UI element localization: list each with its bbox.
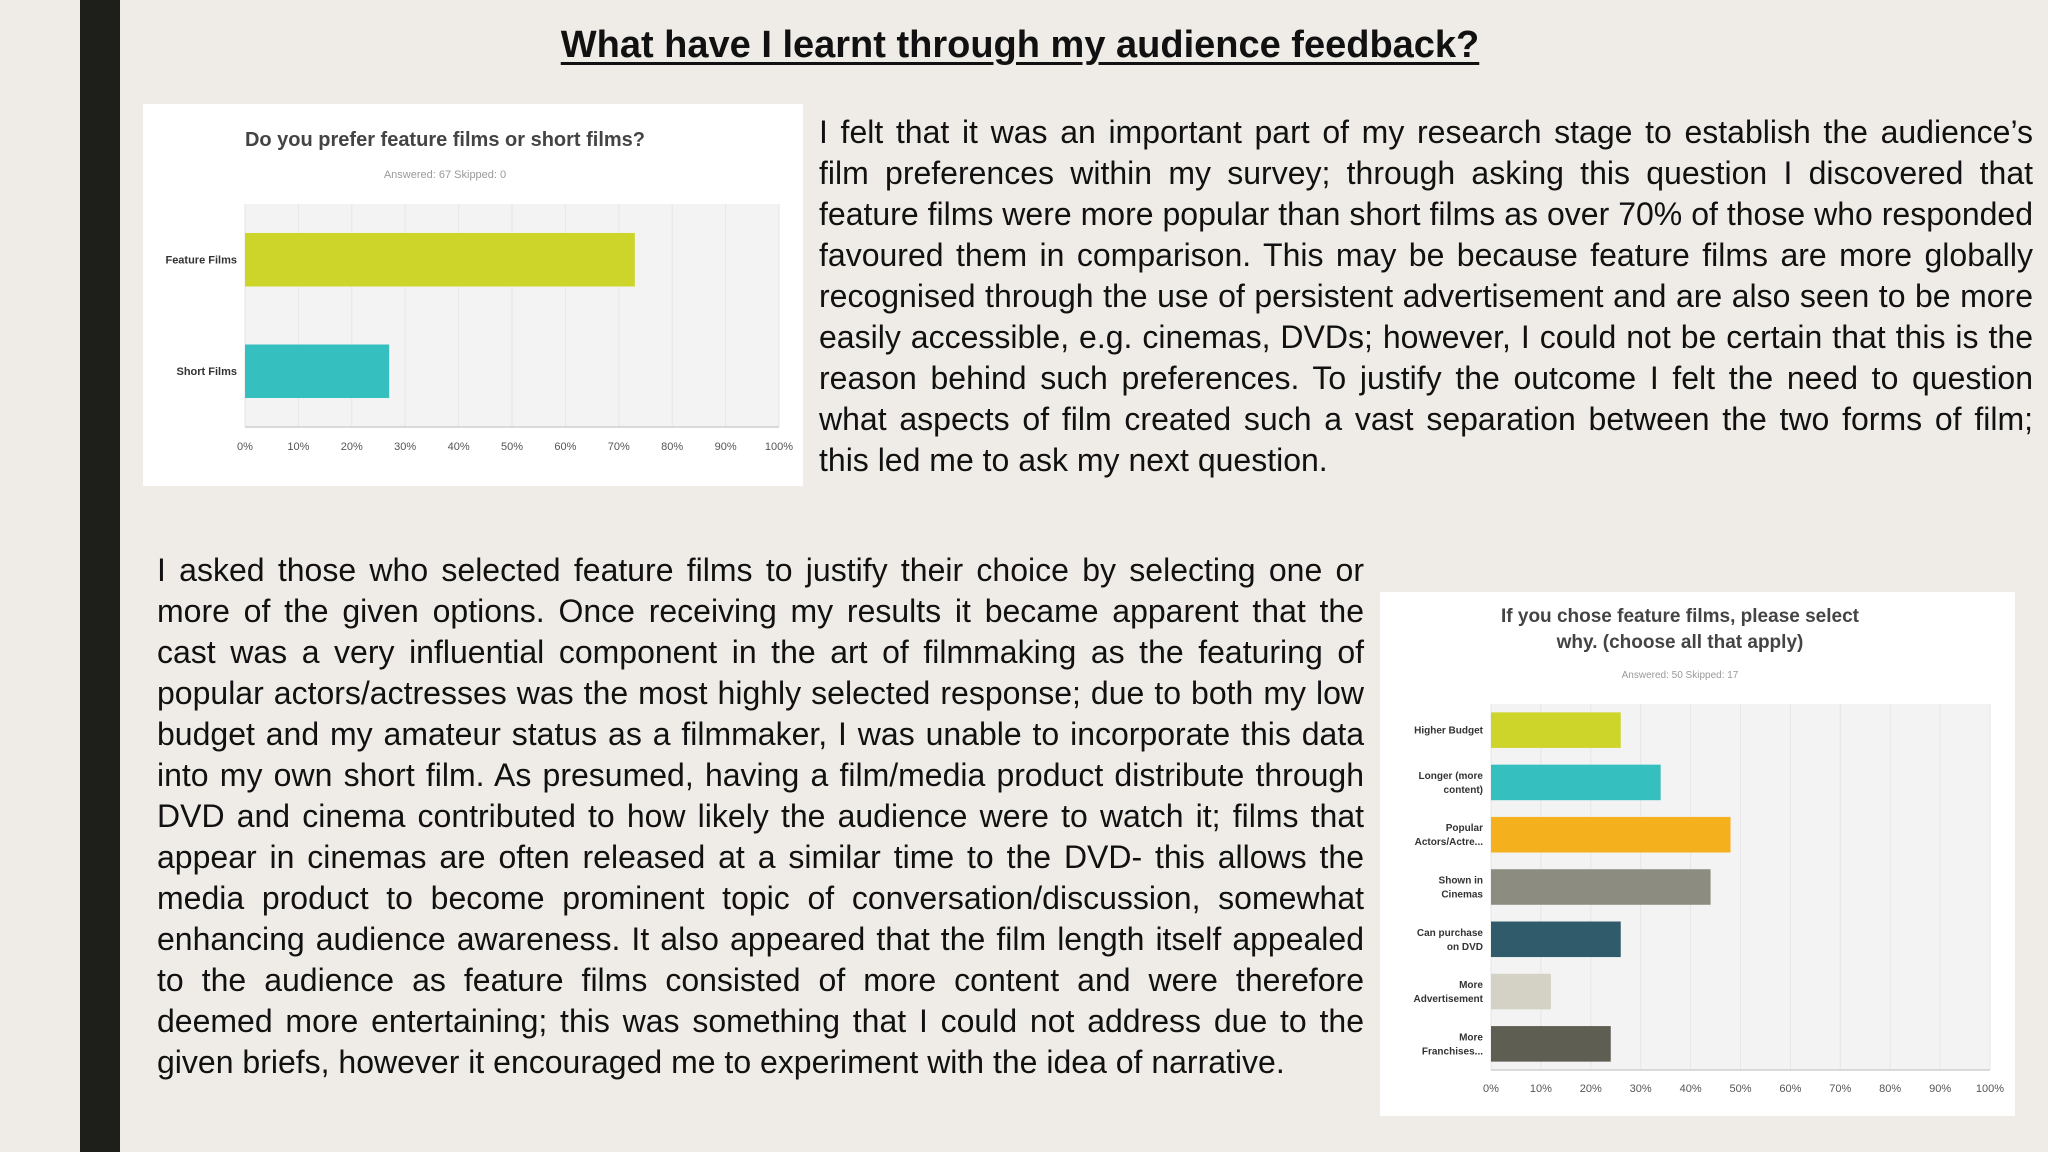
x-tick-label: 60% — [1779, 1083, 1801, 1095]
x-tick-label: 100% — [1976, 1083, 2004, 1095]
x-tick-label: 30% — [394, 441, 416, 453]
bar — [1491, 973, 1551, 1010]
bar — [1491, 816, 1731, 853]
x-tick-label: 30% — [1630, 1083, 1652, 1095]
category-label: content) — [1444, 785, 1483, 796]
x-tick-label: 0% — [1483, 1083, 1499, 1095]
bar — [1491, 712, 1621, 748]
bar — [245, 344, 390, 399]
category-label: Shown in — [1439, 876, 1483, 887]
x-tick-label: 10% — [287, 441, 309, 453]
x-tick-label: 70% — [608, 441, 630, 453]
category-label: Advertisement — [1414, 994, 1484, 1005]
bar — [1491, 921, 1621, 958]
chart-film-preference-svg: Do you prefer feature films or short fil… — [165, 129, 793, 453]
chart-title: why. (choose all that apply) — [1556, 632, 1804, 653]
paragraph-film-preference: I felt that it was an important part of … — [819, 114, 2033, 478]
bar — [1491, 869, 1711, 905]
x-tick-label: 20% — [1580, 1083, 1602, 1095]
x-tick-label: 50% — [1729, 1083, 1751, 1095]
bar — [1491, 764, 1661, 801]
chart-title: If you chose feature films, please selec… — [1501, 606, 1860, 627]
x-tick-label: 100% — [765, 441, 793, 453]
chart-feature-reasons: If you chose feature films, please selec… — [1380, 592, 2015, 1116]
category-label: on DVD — [1447, 942, 1483, 953]
x-tick-label: 20% — [341, 441, 363, 453]
category-label: Feature Films — [165, 255, 237, 267]
x-tick-label: 50% — [501, 441, 523, 453]
category-label: Higher Budget — [1414, 726, 1484, 737]
x-tick-label: 70% — [1829, 1083, 1851, 1095]
category-label: Franchises... — [1422, 1046, 1483, 1057]
category-label: Popular — [1446, 823, 1483, 834]
x-tick-label: 90% — [715, 441, 737, 453]
page-title: What have I learnt through my audience f… — [560, 24, 1480, 66]
x-tick-label: 40% — [448, 441, 470, 453]
category-label: Cinemas — [1441, 890, 1483, 901]
category-label: Can purchase — [1417, 928, 1484, 939]
chart-feature-reasons-svg: If you chose feature films, please selec… — [1414, 606, 2005, 1095]
x-tick-label: 80% — [1879, 1083, 1901, 1095]
x-tick-label: 0% — [237, 441, 253, 453]
x-tick-label: 40% — [1680, 1083, 1702, 1095]
x-tick-label: 90% — [1929, 1083, 1951, 1095]
chart-subtitle: Answered: 50 Skipped: 17 — [1622, 670, 1739, 681]
x-tick-label: 60% — [554, 441, 576, 453]
bar — [245, 232, 635, 287]
category-label: Actors/Actre... — [1415, 837, 1484, 848]
chart-subtitle: Answered: 67 Skipped: 0 — [384, 169, 506, 181]
chart-film-preference: Do you prefer feature films or short fil… — [143, 104, 803, 486]
paragraph-feature-reasons: I asked those who selected feature films… — [157, 552, 1364, 1080]
side-accent-bar — [80, 0, 120, 1152]
x-tick-label: 80% — [661, 441, 683, 453]
chart-title: Do you prefer feature films or short fil… — [245, 129, 645, 151]
category-label: More — [1459, 1032, 1483, 1043]
category-label: Longer (more — [1419, 771, 1484, 782]
x-tick-label: 10% — [1530, 1083, 1552, 1095]
category-label: More — [1459, 980, 1483, 991]
category-label: Short Films — [176, 366, 237, 378]
bar — [1491, 1026, 1611, 1062]
